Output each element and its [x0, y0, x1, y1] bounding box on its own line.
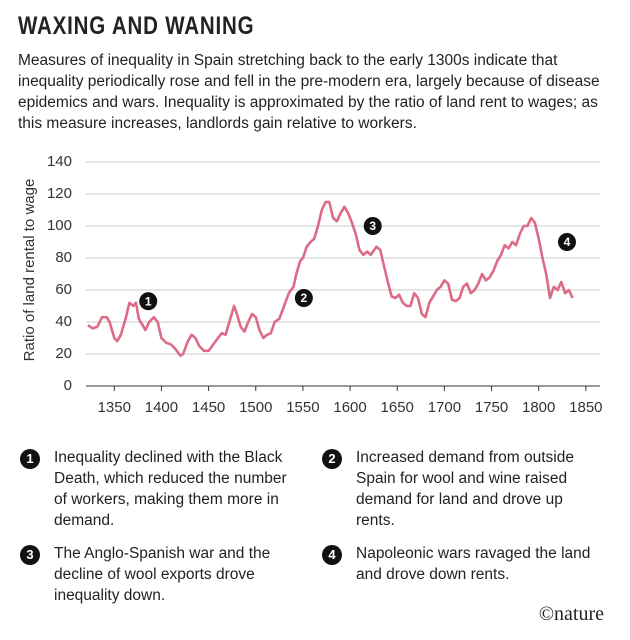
annotation-marker: 1	[139, 292, 158, 311]
annotation-circle	[363, 217, 382, 235]
chart-title: WAXING AND WANING	[18, 12, 255, 40]
annotation-circle	[139, 292, 158, 311]
annotation-marker: 3	[363, 217, 382, 235]
note-text: Inequality declined with the Black Death…	[54, 449, 287, 529]
x-tick-label: 1800	[522, 399, 555, 416]
note-text: The Anglo-Spanish war and the decline of…	[54, 545, 271, 604]
y-tick-label: 60	[55, 281, 72, 298]
data-line	[87, 200, 574, 357]
note-text: Increased demand from outside Spain for …	[356, 449, 574, 529]
y-tick-label: 120	[47, 185, 72, 202]
x-tick-label: 1500	[239, 399, 272, 416]
annotation-number: 1	[145, 294, 152, 308]
x-tick-label: 1550	[286, 399, 319, 416]
x-tick-label: 1850	[569, 399, 602, 416]
y-tick-label: 0	[64, 377, 72, 394]
x-tick-label: 1350	[98, 399, 131, 416]
note-number: 1	[20, 449, 40, 469]
y-tick-label: 40	[55, 313, 72, 330]
y-tick-label: 80	[55, 249, 72, 266]
x-tick-label: 1750	[475, 399, 508, 416]
note-number: 4	[322, 545, 342, 565]
annotation-circle	[557, 233, 576, 251]
annotation-number: 4	[564, 235, 571, 249]
annotation-marker: 4	[557, 233, 576, 251]
x-tick-label: 1650	[381, 399, 414, 416]
x-tick-label: 1400	[145, 399, 178, 416]
annotation-number: 3	[369, 219, 376, 233]
x-tick-label: 1600	[333, 399, 366, 416]
annotation-marker: 2	[294, 289, 313, 307]
note-number: 2	[322, 449, 342, 469]
chart-subtitle: Measures of inequality in Spain stretchi…	[18, 52, 600, 132]
credit: ©nature	[538, 603, 604, 625]
y-tick-label: 140	[47, 153, 72, 170]
note-text: Napoleonic wars ravaged the land and dro…	[356, 545, 591, 583]
y-axis-label: Ratio of land rental to wage	[21, 179, 38, 362]
x-tick-label: 1700	[428, 399, 461, 416]
x-tick-label: 1450	[192, 399, 225, 416]
note-number: 3	[20, 545, 40, 565]
y-tick-label: 20	[55, 345, 72, 362]
annotation-number: 2	[301, 291, 308, 305]
annotation-circle	[294, 289, 313, 307]
y-tick-label: 100	[47, 217, 72, 234]
